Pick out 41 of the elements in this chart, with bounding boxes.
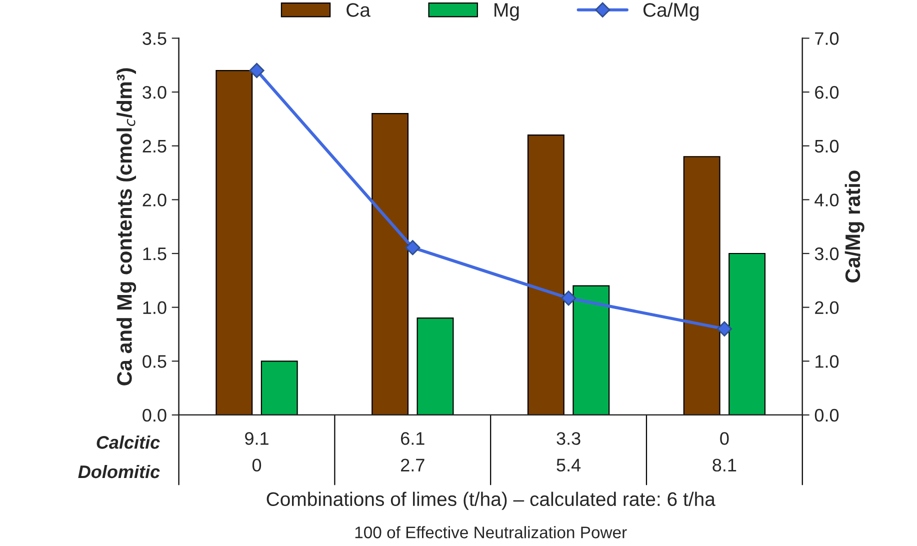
point xyxy=(249,62,264,78)
y-tick-label: 2.0 xyxy=(142,194,166,206)
x-tick-label: 9.1 0 xyxy=(245,432,268,472)
x-axis-title: Combinations of limes (t/ha) – calculated rate: 6 t/ha xyxy=(266,492,716,510)
y2-tick-label: 0.0 xyxy=(814,408,839,422)
point xyxy=(716,321,732,336)
point xyxy=(405,240,420,256)
bar xyxy=(372,113,409,415)
y2-tick-label: 1.0 xyxy=(816,355,839,368)
y2-axis-title: Ca/Mg ratio xyxy=(844,170,864,282)
y2-tick-label: 6.0 xyxy=(815,86,839,99)
y2-tick-label: 4.0 xyxy=(814,194,839,206)
bar xyxy=(260,360,298,415)
bar xyxy=(216,70,253,415)
legend-label: Mg xyxy=(494,3,519,21)
y2-tick-label: 3.0 xyxy=(814,247,839,260)
x-tick-label: 0 8.1 xyxy=(712,432,736,472)
bar xyxy=(572,285,610,415)
y2-tick-label: 7.0 xyxy=(815,32,839,45)
y2-tick-label: 2.0 xyxy=(815,301,839,314)
y-tick-label: 0.5 xyxy=(142,355,166,368)
y-axis-title: Ca and Mg contents (cmol$_{c}$/dm³) xyxy=(116,68,136,386)
text: Calcitic xyxy=(96,436,160,449)
bar xyxy=(527,134,564,415)
text: Dolomitic xyxy=(78,464,160,478)
y-tick-label: 2.5 xyxy=(142,140,166,153)
y-tick-label: 3.0 xyxy=(142,86,166,99)
x-tick-label: 6.1 2.7 xyxy=(401,432,424,472)
y-tick-label: 3.5 xyxy=(142,32,166,45)
bar xyxy=(683,156,720,415)
y-tick-label: 1.0 xyxy=(143,301,166,314)
legend-label: Ca/Mg xyxy=(643,2,698,21)
y2-tick-label: 5.0 xyxy=(814,140,839,153)
point xyxy=(560,290,576,306)
bar xyxy=(416,318,454,415)
text: 100 of Effective Neutralization Power xyxy=(355,526,627,538)
y-tick-label: 0.0 xyxy=(142,408,166,422)
y-tick-label: 1.5 xyxy=(143,248,166,260)
x-tick-label: 3.3 5.4 xyxy=(556,432,581,472)
legend-label: Ca xyxy=(346,3,370,17)
bar xyxy=(728,252,766,415)
